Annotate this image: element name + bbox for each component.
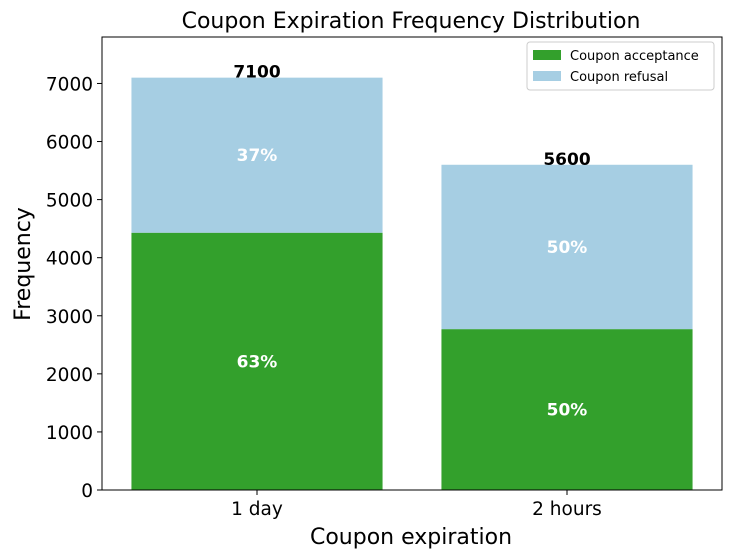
y-tick-label: 3000 [46,307,93,328]
y-tick-label: 6000 [46,133,93,154]
percent-label: 50% [547,238,588,258]
data-labels: 63% 37% 7100 50% 50% 5600 [233,63,590,421]
y-tick-label: 0 [81,481,93,502]
total-label: 7100 [233,63,280,83]
y-tick-label: 4000 [46,249,93,270]
x-axis: 1 day 2 hours [231,490,602,520]
y-axis: 0 1000 2000 3000 4000 5000 6000 7000 [46,74,102,502]
bars-group [131,77,693,490]
plot-frame [101,36,723,491]
bar-acceptance-1 [441,329,693,490]
chart-title: Coupon Expiration Frequency Distribution [182,9,641,34]
legend-label: Coupon acceptance [570,49,699,64]
bar-refusal-0 [131,77,383,233]
total-label: 5600 [543,150,590,170]
bar-refusal-1 [441,164,693,330]
y-tick-label: 5000 [46,191,93,212]
x-tick-label: 2 hours [532,499,602,520]
y-tick-label: 2000 [46,365,93,386]
y-axis-label: Frequency [11,207,36,321]
y-tick-label: 1000 [46,423,93,444]
legend: Coupon acceptance Coupon refusal [526,41,715,91]
legend-swatch [533,50,561,60]
x-tick-label: 1 day [231,499,283,520]
legend-swatch [533,71,561,81]
legend-frame [526,41,715,91]
percent-label: 63% [237,352,278,372]
percent-label: 50% [547,401,588,421]
bar-acceptance-0 [131,232,383,490]
x-axis-label: Coupon expiration [310,525,512,550]
percent-label: 37% [237,146,278,166]
y-tick-label: 7000 [46,74,93,95]
legend-label: Coupon refusal [570,70,668,85]
